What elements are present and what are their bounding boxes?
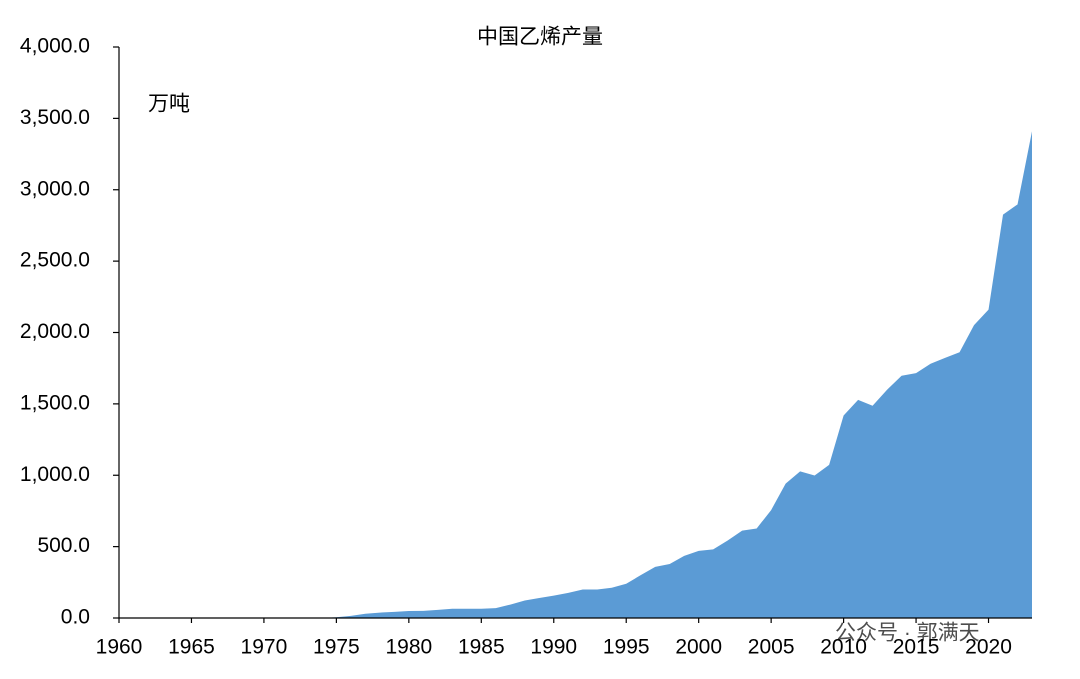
x-tick-label: 1960 xyxy=(96,636,143,659)
area xyxy=(119,131,1032,618)
y-tick-label: 1,500.0 xyxy=(20,391,90,414)
y-tick-label: 2,000.0 xyxy=(20,320,90,343)
x-tick-label: 1995 xyxy=(603,636,650,659)
y-tick-label: 1,000.0 xyxy=(20,463,90,486)
unit-label: 万吨 xyxy=(148,93,190,116)
y-tick-label: 500.0 xyxy=(37,534,90,557)
x-tick-label: 2010 xyxy=(820,636,867,659)
x-tick-label: 1975 xyxy=(313,636,360,659)
x-tick-label: 2005 xyxy=(748,636,795,659)
y-tick-label: 3,000.0 xyxy=(20,177,90,200)
y-tick-label: 0.0 xyxy=(61,606,90,629)
x-tick-label: 1965 xyxy=(168,636,215,659)
x-tick-label: 2015 xyxy=(893,636,940,659)
watermark: 公众号 · 郭满天 xyxy=(835,622,980,645)
y-tick-label: 4,000.0 xyxy=(20,35,90,58)
chart-title: 中国乙烯产量 xyxy=(477,26,603,49)
x-tick-label: 1985 xyxy=(458,636,505,659)
x-tick-label: 2020 xyxy=(965,636,1012,659)
x-tick-label: 1990 xyxy=(530,636,577,659)
x-tick-label: 1980 xyxy=(385,636,432,659)
y-tick-label: 3,500.0 xyxy=(20,106,90,129)
y-tick-label: 2,500.0 xyxy=(20,249,90,272)
x-tick-label: 1970 xyxy=(241,636,288,659)
x-tick-label: 2000 xyxy=(675,636,722,659)
